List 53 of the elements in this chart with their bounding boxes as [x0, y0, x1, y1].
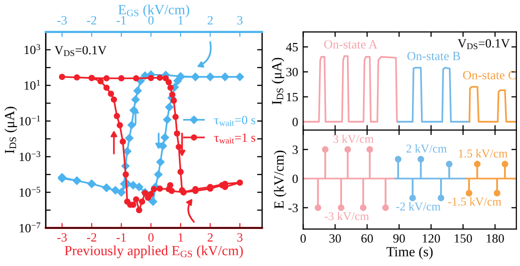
annotation: V$_{DS}$=0.1V [458, 39, 510, 50]
y-axis-title: E (kV/cm) [274, 150, 286, 209]
x-tick-label: 1 [178, 233, 183, 242]
y-tick-label: -3 [288, 204, 298, 212]
x-tick-label: 60 [361, 234, 373, 243]
y-tick-label: 3 [292, 146, 298, 154]
x-tick-label: -2 [86, 233, 96, 242]
annotation: 3 kV/cm [333, 134, 374, 143]
x2-tick-label: 1 [178, 16, 183, 24]
x-axis-title: Previously applied E$_{GS}$ (kV/cm) [64, 246, 243, 258]
x-tick-label: 150 [454, 234, 472, 243]
y-tick-label: 10$^{−5}$ [20, 186, 40, 197]
series-label: On-state B [407, 52, 460, 60]
x-tick-label: 90 [393, 234, 405, 243]
y-axis-title: I$_{DS}$ (μA) [272, 58, 284, 104]
annotation: 1.5 kV/cm [458, 149, 508, 158]
y-tick-label: 45 [286, 43, 298, 52]
annotation: -3 kV/cm [324, 212, 369, 220]
x2-tick-label: -1 [116, 16, 126, 24]
y-tick-label: 10$^{−7}$ [20, 222, 40, 232]
series-label: On-state A [324, 40, 378, 49]
x2-tick-label: 3 [237, 16, 242, 25]
x2-axis-title: E$_{GS}$ (kV/cm) [118, 4, 190, 18]
x2-tick-label: 2 [208, 16, 213, 24]
annotation: 2 kV/cm [406, 144, 447, 153]
x-tick-label: 2 [208, 233, 213, 242]
x2-tick-label: -3 [57, 16, 67, 25]
x2-tick-label: 0 [148, 16, 154, 25]
y-tick-label: 10$^{3}$ [24, 44, 40, 54]
y-tick-label: 15 [286, 92, 298, 102]
x-tick-label: -3 [57, 233, 67, 242]
y-tick-label: 30 [286, 68, 298, 76]
series-label: On-state C [463, 70, 516, 80]
x-tick-label: 0 [300, 234, 306, 243]
x-tick-label: 3 [237, 233, 242, 242]
annotation: -2 kV/cm [396, 202, 440, 211]
x-axis-title: Time (s) [386, 246, 433, 260]
y-tick-label: 0 [292, 118, 298, 126]
y-axis-title: I$_{DS}$ (μA) [4, 106, 18, 154]
annotation: V$_{DS}$=0.1V [54, 46, 107, 56]
annotation: -1.5 kV/cm [448, 197, 502, 206]
x-tick-label: 0 [148, 233, 154, 242]
x2-tick-label: -2 [86, 16, 96, 24]
x-tick-label: 30 [329, 234, 341, 243]
x-tick-label: 120 [422, 234, 440, 243]
y-tick-label: 10$^{−3}$ [20, 151, 40, 162]
y-tick-label: 0 [292, 174, 298, 184]
legend-label: τ$_{wait}$=0 s [214, 116, 256, 126]
legend-label: τ$_{wait}$=1 s [214, 133, 256, 144]
x-tick-label: -1 [116, 233, 126, 242]
x-tick-label: 180 [486, 234, 504, 243]
y-tick-label: 10$^{−1}$ [20, 115, 40, 126]
y-tick-label: 10$^{1}$ [24, 80, 40, 90]
